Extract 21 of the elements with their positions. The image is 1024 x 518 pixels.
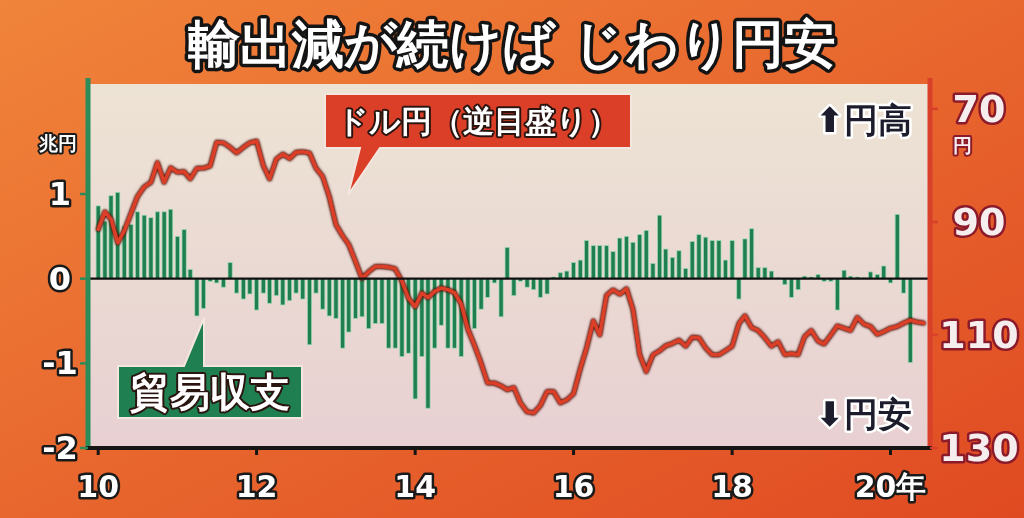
y2-tick-label: 70 xyxy=(952,86,1006,131)
y2-tick-label: 130 xyxy=(939,426,1019,470)
y-tick-label: -1 xyxy=(42,344,78,383)
y-tick-label: 1 xyxy=(48,175,72,214)
x-tick-label: 14 xyxy=(394,469,437,504)
y2-tick-label: 110 xyxy=(939,312,1019,357)
y2-tick-label: 90 xyxy=(952,199,1006,244)
y-tick-label: 0 xyxy=(48,259,72,298)
x-tick-label: 16 xyxy=(552,469,595,504)
y2label: 円 xyxy=(952,134,972,156)
y-tick-label: -2 xyxy=(42,429,78,467)
x-tick-label: 12 xyxy=(235,469,278,504)
series-name: 貿易収支 xyxy=(130,369,290,416)
series-name: ドル円（逆目盛り） xyxy=(337,103,619,140)
title: 輸出減が続けば じわり円安 xyxy=(187,14,837,74)
x-tick-label: 20年 xyxy=(854,469,927,504)
x-tick-label: 10 xyxy=(77,469,120,504)
x-tick-label: 18 xyxy=(711,469,753,504)
annotation: ⬇円安 xyxy=(815,394,912,434)
annotation: ⬆円高 xyxy=(815,100,912,140)
ylabel: 兆円 xyxy=(39,132,77,154)
